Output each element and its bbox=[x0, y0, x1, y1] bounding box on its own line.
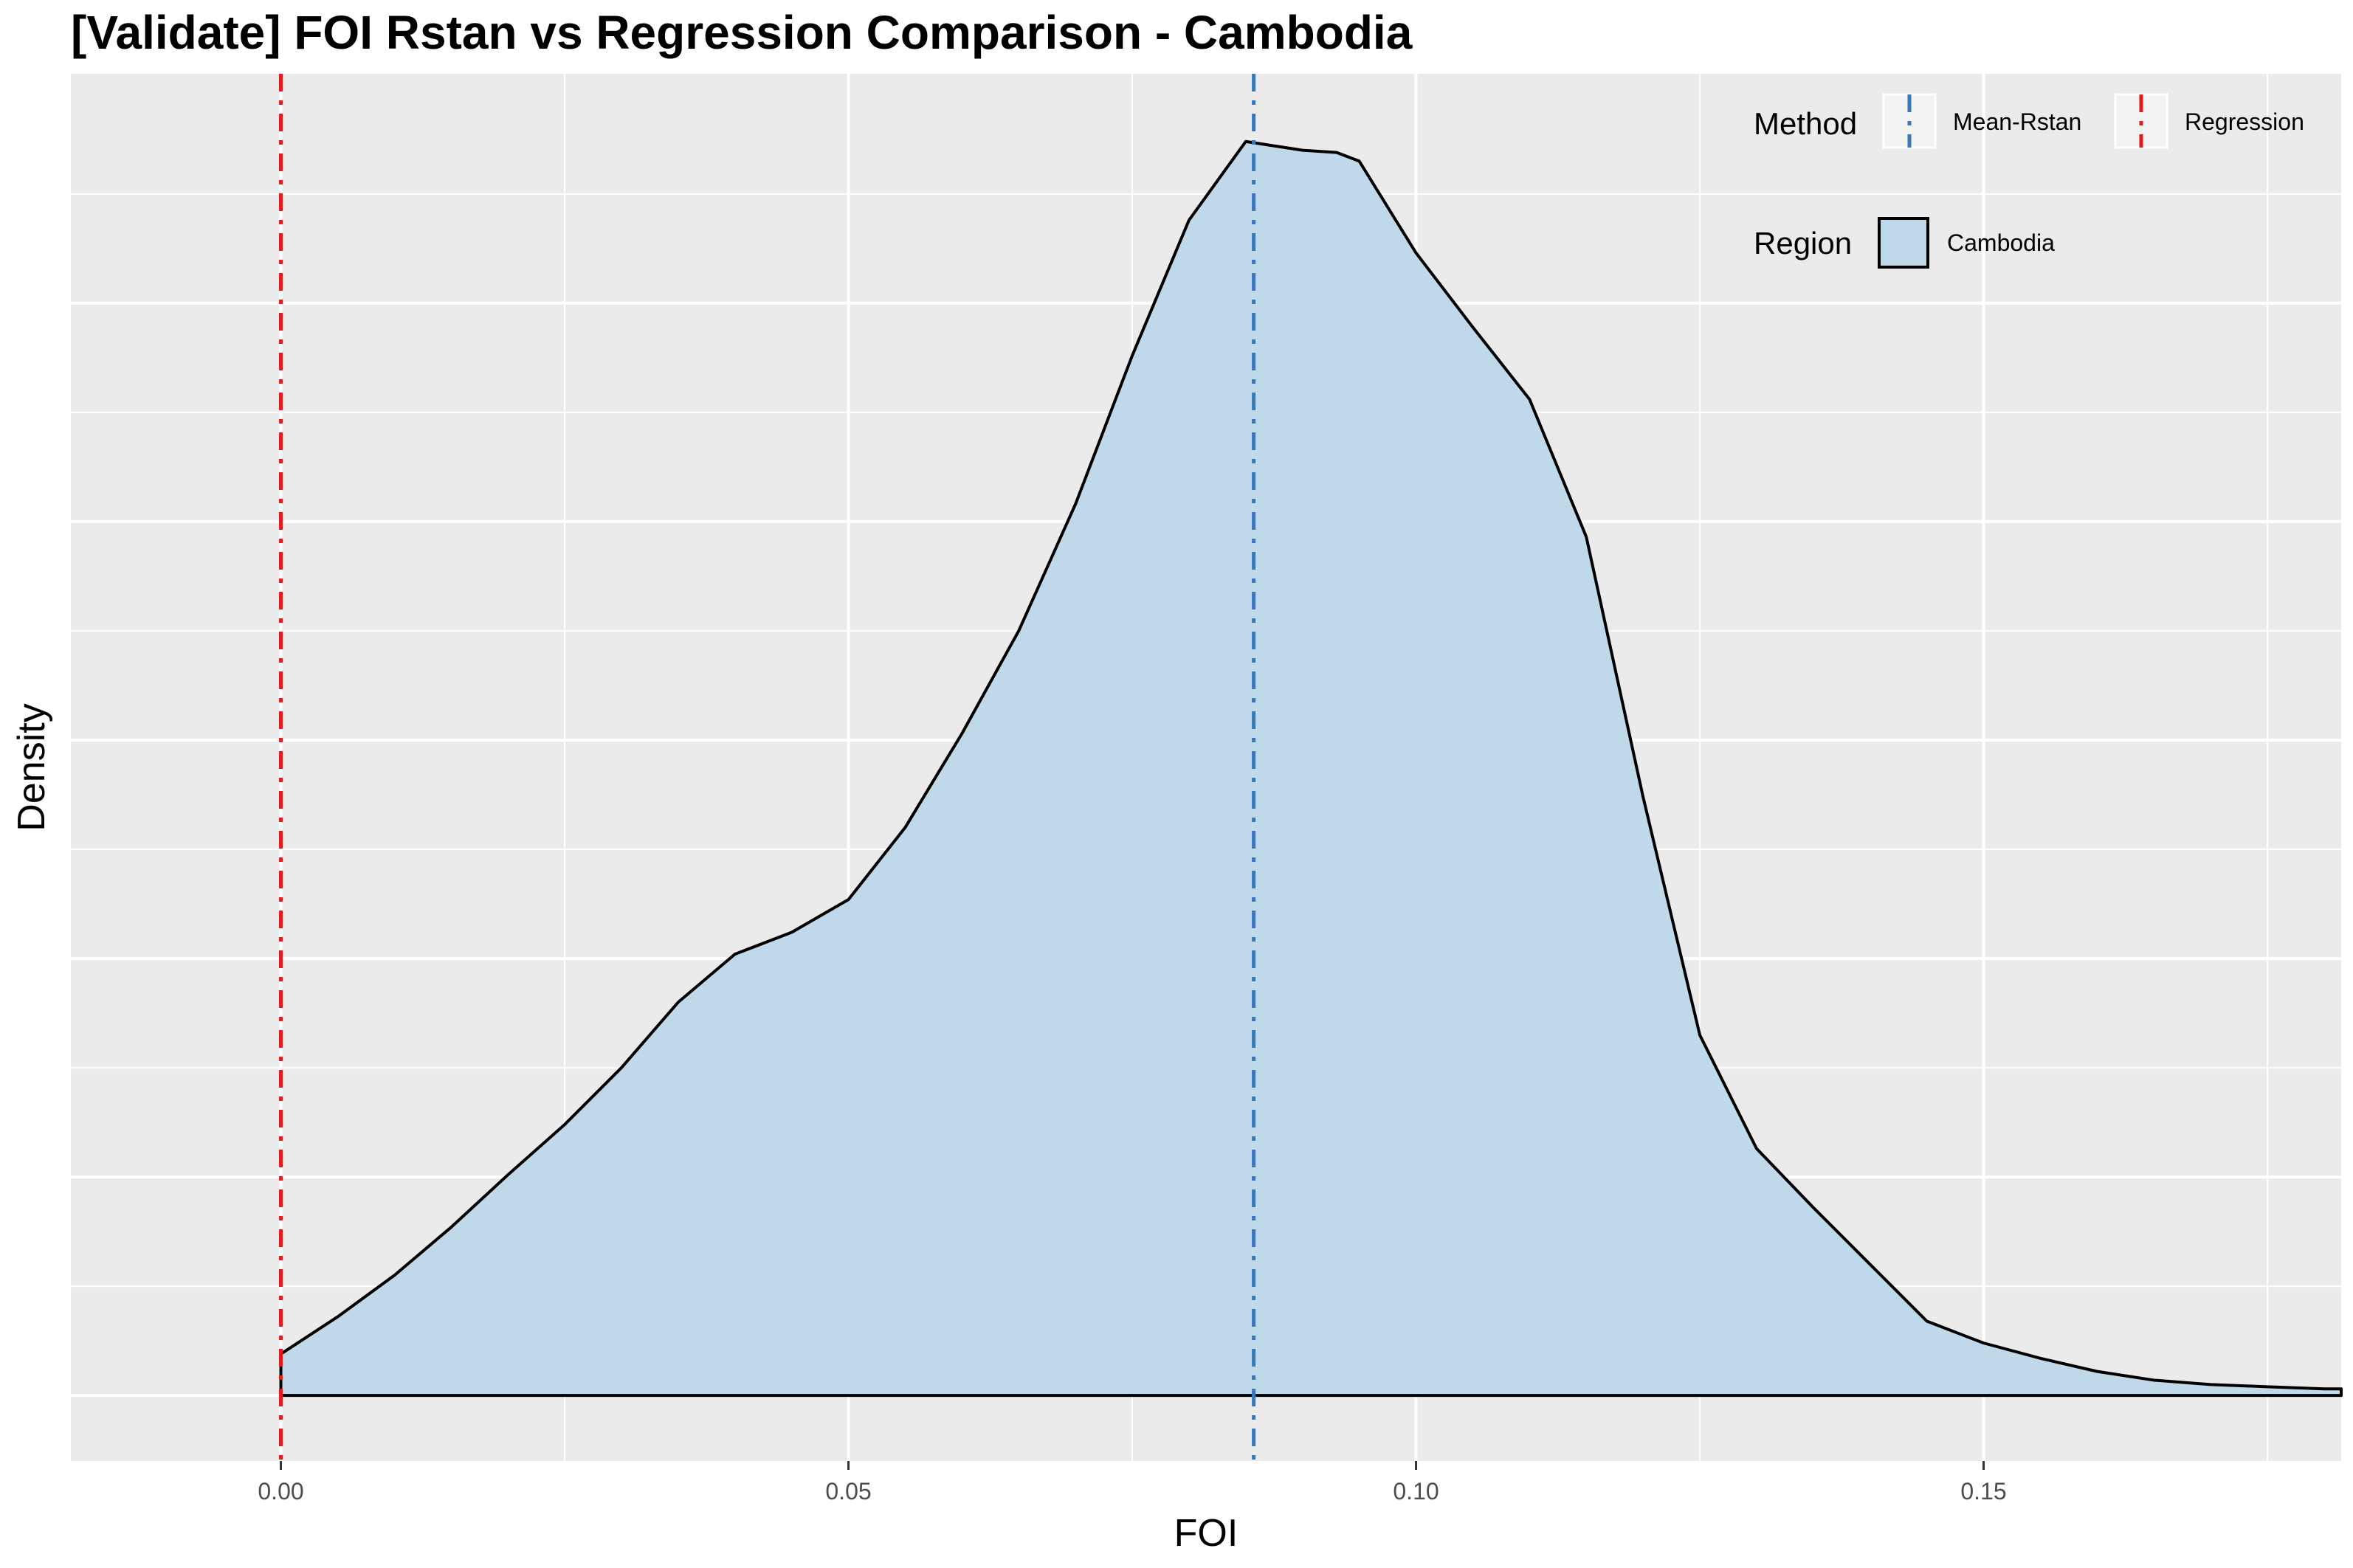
chart-title: [Validate] FOI Rstan vs Regression Compa… bbox=[71, 6, 1413, 59]
legend-title-method: Method bbox=[1754, 106, 1857, 141]
legend-key-cambodia bbox=[1878, 217, 1929, 269]
legend-label-cambodia: Cambodia bbox=[1947, 229, 2055, 256]
x-axis-ticks: 0.00 0.05 0.10 0.15 bbox=[258, 1461, 2007, 1505]
y-axis-title: Density bbox=[10, 703, 53, 831]
legend-label-regression: Regression bbox=[2185, 108, 2304, 135]
x-tick-label: 0.00 bbox=[258, 1478, 303, 1505]
legend: Method Mean-Rstan Regression Region Cambodia bbox=[1754, 93, 2304, 269]
x-axis-title: FOI bbox=[1174, 1512, 1238, 1555]
x-tick-label: 0.05 bbox=[825, 1478, 871, 1505]
x-tick-label: 0.15 bbox=[1960, 1478, 2006, 1505]
method-vlines bbox=[279, 74, 1256, 1461]
legend-title-region: Region bbox=[1754, 226, 1852, 260]
x-tick-label: 0.10 bbox=[1393, 1478, 1439, 1505]
density-area-cambodia bbox=[279, 139, 2343, 1398]
legend-label-mean-rstan: Mean-Rstan bbox=[1953, 108, 2081, 135]
